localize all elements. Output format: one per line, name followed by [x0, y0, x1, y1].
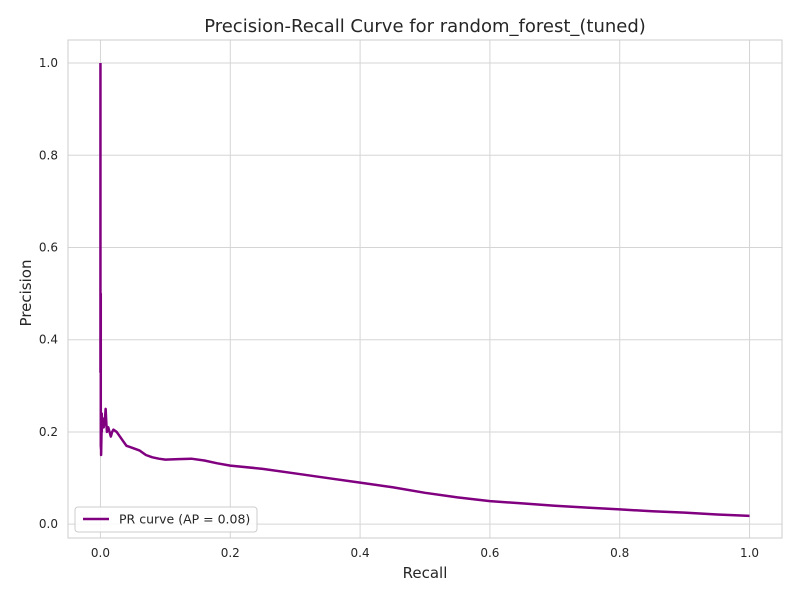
- x-tick-label: 0.0: [91, 546, 110, 560]
- y-tick-label: 0.4: [39, 333, 58, 347]
- y-tick-label: 0.0: [39, 517, 58, 531]
- y-axis-label: Precision: [17, 260, 35, 327]
- plot-area-frame: [67, 39, 783, 539]
- grid-lines: [68, 40, 782, 538]
- x-tick-label: 0.2: [221, 546, 240, 560]
- x-axis-label: Recall: [403, 564, 448, 582]
- series-layer: [99, 63, 750, 518]
- y-tick-label: 0.8: [39, 148, 58, 162]
- legend-entry-label: PR curve (AP = 0.08): [119, 512, 250, 527]
- y-tick-labels: 0.0 0.2 0.4 0.6 0.8 1.0: [39, 56, 58, 531]
- y-tick-label: 0.6: [39, 241, 58, 255]
- chart-title: Precision-Recall Curve for random_forest…: [204, 16, 646, 37]
- x-tick-label: 0.8: [610, 546, 629, 560]
- x-tick-label: 0.4: [351, 546, 370, 560]
- x-tick-label: 0.6: [480, 546, 499, 560]
- y-tick-label: 1.0: [39, 56, 58, 70]
- legend: PR curve (AP = 0.08): [74, 506, 258, 533]
- x-tick-label: 1.0: [740, 546, 759, 560]
- legend-box: [74, 506, 258, 533]
- x-tick-labels: 0.0 0.2 0.4 0.6 0.8 1.0: [91, 546, 759, 560]
- y-tick-label: 0.2: [39, 425, 58, 439]
- pr-curve-line: [99, 63, 750, 518]
